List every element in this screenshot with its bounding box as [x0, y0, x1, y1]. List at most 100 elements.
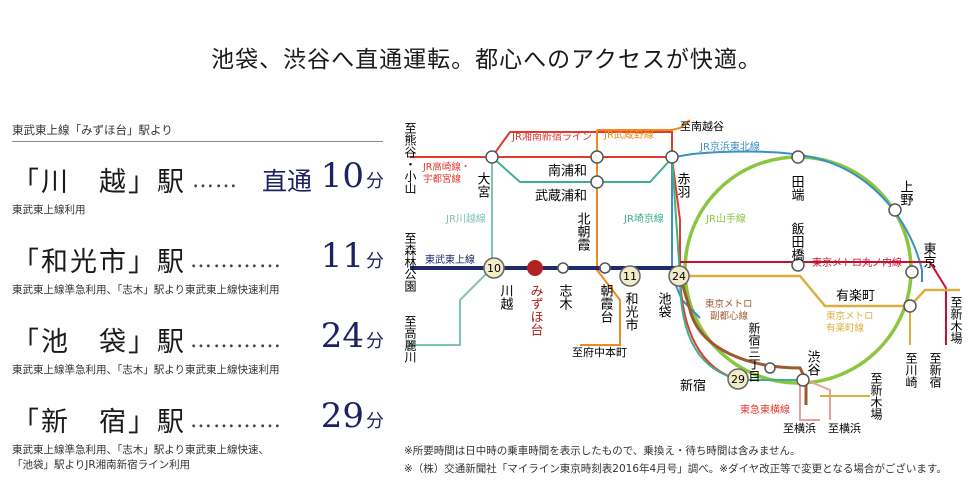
route-direct-tag: 直通 — [262, 167, 313, 196]
dest-fuchu: 至府中本町 — [572, 345, 627, 359]
station-iidabashi — [791, 258, 805, 272]
label-tobu: 東武東上線 — [425, 253, 475, 266]
name-mizuhodai: みずほ台 — [528, 284, 543, 336]
station-mizuhodai — [527, 260, 543, 276]
name-shiki: 志木 — [557, 284, 573, 310]
station-akabane — [665, 150, 679, 164]
route-dots: ………… — [190, 248, 282, 273]
route-dots: …… — [192, 168, 238, 193]
badge-kawagoe: 10 — [483, 257, 505, 279]
name-kitaasaka: 北朝霞 — [575, 212, 591, 251]
badge-shinjuku: 29 — [727, 368, 749, 390]
label-toyoko: 東急東横線 — [740, 403, 790, 416]
line-musashino-south — [580, 269, 621, 346]
station-tabata — [791, 150, 805, 164]
dest-shinkiba-south: 至新木場 — [869, 372, 883, 421]
name-asakadai: 朝霞台 — [598, 284, 614, 323]
dest-yokohama-1: 至横浜 — [783, 421, 816, 435]
footnote-1: ※所要時間は日中時の乗車時間を表示したもので、乗換え・待ち時間は含みません。 — [404, 445, 801, 457]
name-tabata: 田端 — [789, 175, 805, 201]
station-shiki — [557, 262, 569, 274]
station-shibuya — [796, 373, 810, 387]
route-station: 「池 袋」駅 — [12, 327, 186, 358]
name-wakoshi: 和光市 — [623, 292, 639, 331]
footnote-2: ※（株）交通新聞社「マイライン東京時刻表2016年4月号」調べ。※ダイヤ改正等で… — [404, 463, 947, 475]
route-time: 29 分 — [320, 396, 384, 436]
dest-minamikoshigaya: 至南越谷 — [680, 119, 724, 133]
label-yamanote: JR山手線 — [705, 212, 746, 225]
route-dots: ………… — [190, 408, 282, 433]
route-note: 東武東上線利用 — [12, 204, 86, 216]
dest-shinjuku-south: 至新宿 — [928, 352, 942, 388]
route-note: 東武東上線準急利用、「志木」駅より東武東上線快速利用 — [12, 364, 280, 376]
route-station: 「新 宿」駅 — [12, 407, 186, 438]
name-minamiurawa: 南浦和 — [548, 163, 587, 179]
name-shinjuku3: 新宿三丁目 — [747, 321, 761, 382]
lead-text: 東武東上線「みずほ台」駅より — [12, 123, 173, 137]
dest-shinkiba-east: 至新木場 — [949, 296, 963, 345]
dest-yokohama-2: 至横浜 — [828, 421, 861, 435]
line-fukutoshin — [678, 275, 808, 405]
route-time: 24 分 — [320, 316, 384, 356]
label-musashino: JR武蔵野線 — [603, 128, 654, 141]
route-note: 東武東上線準急利用、「志木」駅より東武東上線快速、 — [12, 444, 270, 456]
name-omiya: 大宮 — [475, 172, 491, 198]
label-shonan: JR湘南新宿ライン — [511, 130, 592, 143]
headline: 池袋、渋谷へ直通運転。都心へのアクセスが快適。 — [211, 47, 762, 73]
label-kawagoe-line: JR川越線 — [445, 212, 486, 225]
badge-ikebukuro: 24 — [668, 265, 690, 287]
station-ueno — [888, 203, 902, 217]
dest-kawasaki: 至川崎 — [904, 352, 918, 388]
lead-divider — [12, 141, 383, 142]
route-time: 10 分 — [320, 156, 384, 196]
line-toyoko — [799, 379, 831, 421]
route-station: 「和光市」駅 — [12, 247, 186, 278]
svg-text:10: 10 — [487, 262, 501, 275]
name-yurakucho: 有楽町 — [836, 288, 875, 304]
route-kawagoe: 「川 越」駅 …… 直通 10 分 東武東上線利用 — [12, 156, 384, 218]
badge-wakoshi: 11 — [619, 265, 641, 287]
line-yurakucho — [680, 274, 960, 308]
line-kawagoe — [410, 157, 493, 346]
name-iidabashi: 飯田橋 — [789, 222, 805, 262]
station-minamiurawa — [590, 150, 604, 164]
name-shinjuku: 新宿 — [680, 378, 706, 394]
route-station: 「川 越」駅 — [12, 167, 186, 198]
label-keihin: JR京浜東北線 — [699, 140, 760, 153]
station-tokyo — [905, 265, 919, 279]
station-shinjuku3 — [764, 362, 776, 374]
station-musashiurawa — [590, 175, 604, 189]
station-asakadai — [599, 262, 611, 274]
name-kawagoe: 川越 — [498, 284, 514, 311]
label-yurakucho-2: 有楽町線 — [826, 322, 865, 334]
svg-text:11: 11 — [623, 270, 637, 283]
route-wakoshi: 「和光市」駅 ………… 11 分 東武東上線準急利用、「志木」駅より東武東上線快速… — [12, 236, 384, 298]
svg-text:24: 24 — [672, 270, 686, 283]
label-marunouchi: 東京メトロ丸ノ内線 — [812, 256, 902, 269]
svg-text:29: 29 — [731, 373, 745, 386]
label-takasaki-1: JR高崎線・ — [422, 161, 470, 173]
name-akabane: 赤羽 — [675, 172, 691, 198]
name-ikebukuro: 池袋 — [656, 292, 672, 318]
label-fukutoshin-2: 副都心線 — [710, 310, 749, 322]
label-yurakucho-1: 東京メトロ — [826, 310, 874, 322]
dest-komagawa: 至高麗川 — [403, 315, 417, 363]
name-tokyo: 東京 — [921, 241, 937, 268]
name-shibuya: 渋谷 — [805, 350, 821, 376]
station-omiya — [485, 150, 499, 164]
label-takasaki-2: 宇都宮線 — [423, 173, 462, 185]
label-saikyo: JR埼京線 — [623, 212, 664, 225]
line-marunouchi — [680, 261, 947, 345]
route-note: 東武東上線準急利用、「志木」駅より東武東上線快速利用 — [12, 284, 280, 296]
name-musashiurawa: 武蔵浦和 — [535, 189, 587, 204]
route-note-2: 「池袋」駅よりJR湘南新宿ライン利用 — [12, 459, 191, 471]
dest-shinrin: 至森林公園 — [403, 232, 417, 292]
station-yurakucho — [903, 299, 917, 313]
route-shinjuku: 「新 宿」駅 ………… 29 分 東武東上線準急利用、「志木」駅より東武東上線快速… — [12, 396, 384, 473]
route-time: 11 分 — [320, 236, 384, 276]
label-fukutoshin-1: 東京メトロ — [705, 298, 753, 310]
dest-kumagaya: 至熊谷・小山 — [403, 122, 417, 194]
route-dots: ………… — [190, 328, 282, 353]
name-ueno: 上野 — [898, 180, 914, 206]
